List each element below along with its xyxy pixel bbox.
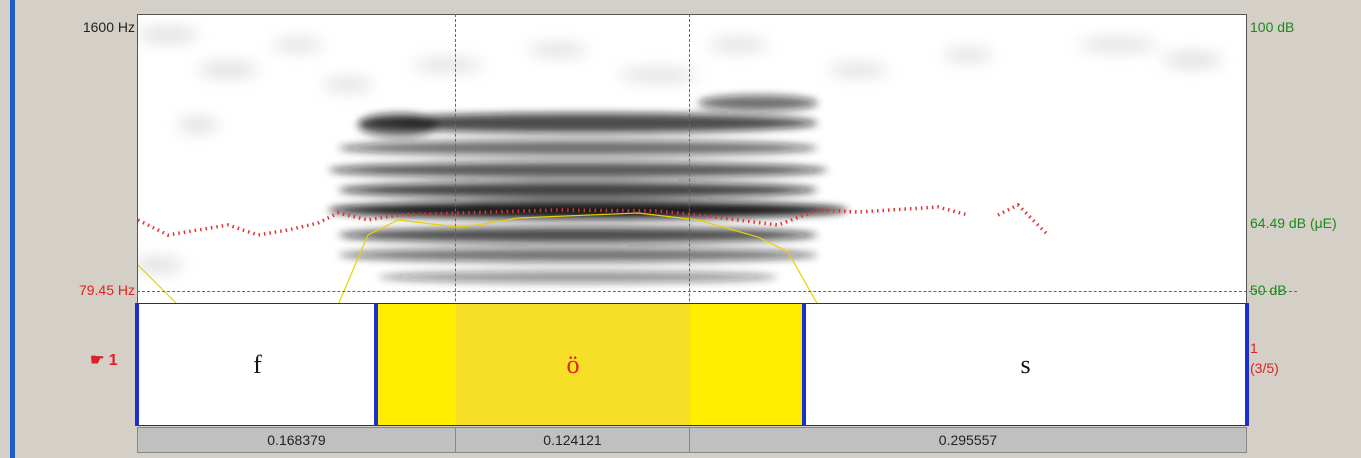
interval-label: s <box>1020 349 1031 379</box>
interval-o[interactable]: ö <box>456 304 690 425</box>
interval-o-right[interactable] <box>690 304 805 425</box>
window-left-edge <box>10 0 15 458</box>
interval-tier[interactable]: f ö s <box>137 303 1247 426</box>
tier-name-label: 1 <box>1250 340 1258 356</box>
tier-boundary[interactable] <box>135 303 139 426</box>
interval-s[interactable]: s <box>805 304 1246 425</box>
intensity-value-label: 64.49 dB (μE) <box>1250 215 1337 231</box>
pitch-track <box>138 202 1050 237</box>
tier-boundary[interactable] <box>1245 303 1249 426</box>
spectrogram-panel[interactable] <box>137 14 1247 305</box>
tier-position-label: (3/5) <box>1250 360 1279 376</box>
pitch-cursor-label: 79.45 Hz <box>78 282 135 298</box>
intensity-curve <box>138 212 819 305</box>
max-intensity-label: 100 dB <box>1250 19 1295 35</box>
interval-o-left[interactable] <box>377 304 456 425</box>
interval-label: ö <box>566 349 580 379</box>
tier-boundary[interactable] <box>802 303 806 426</box>
spectrogram-graphic <box>138 29 1223 305</box>
selection-start-cursor[interactable] <box>455 14 456 426</box>
tier-boundary[interactable] <box>374 303 378 426</box>
duration-cell[interactable]: 0.124121 <box>455 427 690 453</box>
duration-cell[interactable]: 0.168379 <box>137 427 456 453</box>
min-intensity-label: 50 dB <box>1250 282 1287 298</box>
tier-number-label[interactable]: ☛ 1 <box>90 352 118 369</box>
interval-label: f <box>253 349 262 379</box>
selection-end-cursor[interactable] <box>689 14 690 426</box>
max-frequency-label: 1600 Hz <box>82 19 135 35</box>
duration-cell[interactable]: 0.295557 <box>689 427 1247 453</box>
interval-f[interactable]: f <box>138 304 377 425</box>
pitch-cursor-line <box>137 291 1297 292</box>
